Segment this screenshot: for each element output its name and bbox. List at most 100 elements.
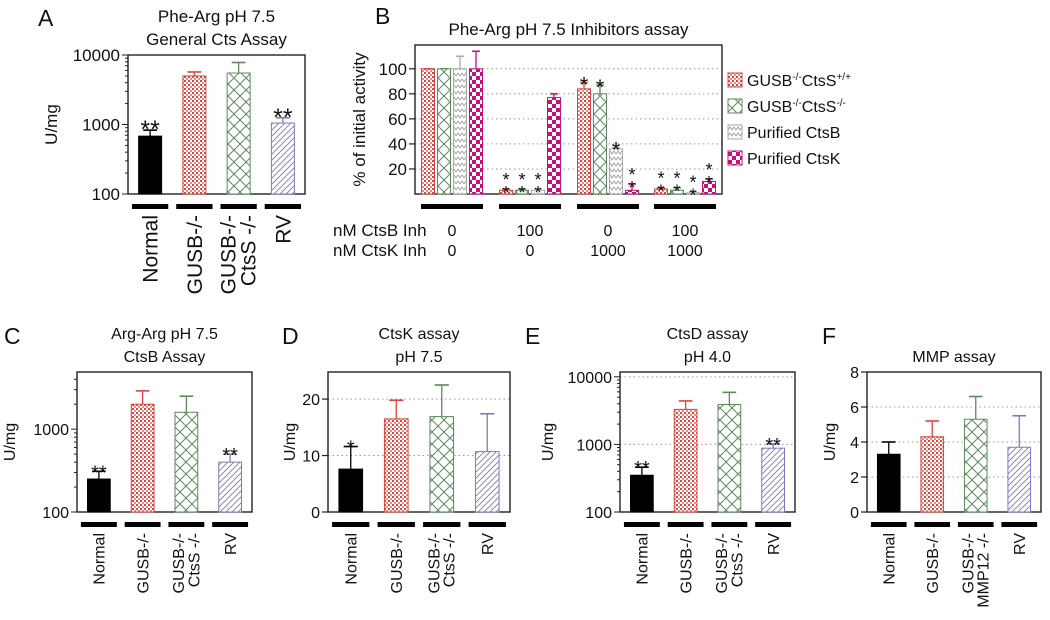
legend-swatch (727, 72, 743, 88)
bar (437, 68, 451, 195)
bar (702, 180, 716, 195)
category-label-line: CtsS -/- (729, 533, 746, 587)
legend-label-part: Purified CtsK (747, 151, 841, 168)
bar (218, 461, 242, 513)
category-label: RV (1012, 533, 1029, 555)
bar (421, 68, 435, 195)
category-label-line: GUSB-/- (135, 533, 152, 593)
category-label: RV (480, 533, 497, 555)
significance-star: * (534, 183, 541, 203)
legend-label-part: GUSB (747, 99, 792, 116)
category-label: Normal (92, 533, 109, 585)
significance-star: * (628, 178, 635, 198)
bar (429, 416, 455, 513)
category-label-line: RV (766, 533, 783, 555)
bar (1007, 446, 1032, 513)
category-label-line: GUSB-/- (427, 533, 444, 593)
category-underline (755, 522, 792, 527)
y-tick-label: 8 (850, 365, 859, 382)
bar (469, 68, 483, 195)
bar (577, 88, 591, 195)
y-tick-label: 10000 (568, 370, 613, 387)
category-underline (332, 522, 370, 527)
category-label: GUSB-/- (925, 533, 942, 593)
bar (138, 135, 163, 195)
legend-label: GUSB-/-CtsS-/- (747, 98, 846, 116)
category-label-line: GUSB-/- (184, 215, 207, 294)
y-tick-label: 6 (850, 400, 859, 417)
inhibitor-value: 1000 (667, 243, 703, 260)
category-label-line: RV (223, 533, 240, 555)
panel-letter: B (375, 3, 390, 29)
significance-star: * (673, 182, 680, 202)
legend-label-part: CtsS (802, 99, 837, 116)
chart-title: CtsK assay (379, 326, 460, 343)
bar (593, 93, 607, 195)
category-underline (377, 522, 415, 527)
legend-label: Purified CtsB (747, 125, 840, 142)
inhibitor-value: 0 (526, 243, 535, 260)
legend-label: Purified CtsK (747, 151, 841, 168)
group-underline (421, 204, 483, 209)
category-underline (423, 522, 461, 527)
panel-letter: E (525, 323, 540, 349)
significance-marker: ** (502, 170, 509, 203)
category-label: GUSB-/-MMP12 -/- (961, 533, 993, 608)
category-label-line: RV (1012, 533, 1029, 555)
bar (499, 189, 513, 195)
category-underline (131, 204, 169, 209)
significance-marker: ** (765, 435, 781, 457)
significance-marker: * (612, 138, 621, 163)
category-underline (667, 522, 704, 527)
significance-marker: ** (689, 172, 696, 205)
chart-title: CtsD assay (667, 326, 749, 343)
y-axis-label: U/mg (42, 104, 61, 145)
significance-marker: ** (518, 170, 525, 203)
bar (338, 468, 364, 513)
bar (920, 436, 945, 513)
significance-star: * (705, 160, 712, 180)
chart-title: General Cts Assay (146, 30, 287, 49)
category-underline (220, 204, 257, 209)
legend-label-part: -/- (836, 98, 845, 109)
y-tick-label: 1000 (33, 422, 69, 439)
significance-marker: ** (673, 169, 680, 202)
panel-a: A Phe-Arg pH 7.5 General Cts Assay 100 1000 1… (38, 5, 306, 294)
legend-label-part: +/+ (836, 72, 851, 83)
category-label: GUSB-/- (678, 533, 695, 593)
y-tick-label: 100 (92, 185, 120, 204)
significance-marker: ** (222, 445, 238, 467)
category-label-line: RV (480, 533, 497, 555)
bar (717, 403, 742, 513)
y-axis-label: U/mg (822, 423, 839, 461)
significance-star: * (518, 183, 525, 203)
category-label-line: GUSB-/- (961, 533, 978, 593)
category-label-line: CtsS -/- (442, 533, 459, 587)
category-underline (168, 522, 205, 527)
y-tick-label: 100 (42, 505, 69, 522)
panel-c: C Arg-Arg pH 7.5 CtsB Assay 100 1000 U/mg ** No… (2, 323, 253, 593)
y-axis-label: U/mg (2, 423, 19, 461)
category-label-line: GUSB-/- (714, 533, 731, 593)
chart-title: Phe-Arg pH 7.5 (158, 7, 275, 26)
bar (130, 403, 155, 513)
y-tick-label: 80 (388, 85, 407, 104)
bar (383, 418, 409, 513)
plot-frame (414, 44, 723, 195)
category-label-line: Normal (882, 533, 899, 585)
bar (876, 453, 901, 513)
bar (761, 447, 785, 513)
category-label-line: CtsS -/- (186, 533, 203, 587)
y-tick-label: 100 (585, 505, 612, 522)
category-underline (623, 522, 660, 527)
significance-marker: ** (91, 462, 107, 484)
bar (515, 189, 529, 195)
y-axis-label: % of initial activity (350, 52, 369, 187)
category-label-line: RV (272, 215, 295, 244)
y-tick-label: 4 (850, 435, 859, 452)
y-tick-label: 2 (850, 470, 859, 487)
category-label-line: MMP12 -/- (976, 533, 993, 608)
bar (474, 451, 500, 513)
significance-marker: ** (634, 458, 650, 480)
